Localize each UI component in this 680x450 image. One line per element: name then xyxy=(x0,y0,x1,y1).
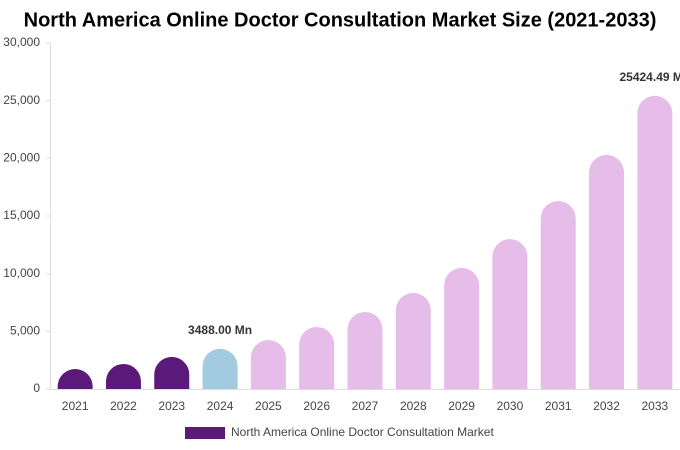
x-tick-label: 2028 xyxy=(400,399,427,413)
bar xyxy=(395,292,431,389)
value-label: 25424.49 Mn xyxy=(619,70,680,84)
y-tick-label: 0 xyxy=(33,381,40,395)
value-label: 3488.00 Mn xyxy=(188,323,252,337)
x-tick-label: 2029 xyxy=(448,399,475,413)
x-tick-label: 2023 xyxy=(158,399,185,413)
legend-swatch xyxy=(185,427,225,439)
bar xyxy=(154,356,190,389)
y-tick-label: 25,000 xyxy=(3,93,40,107)
y-tick-label: 20,000 xyxy=(3,151,40,165)
x-tick-label: 2026 xyxy=(303,399,330,413)
bar xyxy=(250,339,286,389)
y-tick-label: 15,000 xyxy=(3,208,40,222)
x-tick-label: 2033 xyxy=(641,399,668,413)
x-tick-label: 2027 xyxy=(352,399,379,413)
y-tick-label: 5,000 xyxy=(10,324,40,338)
y-tick-label: 10,000 xyxy=(3,266,40,280)
bar xyxy=(589,154,625,389)
x-tick-label: 2022 xyxy=(110,399,137,413)
bar xyxy=(202,348,238,389)
x-tick-label: 2024 xyxy=(207,399,234,413)
bar xyxy=(347,311,383,389)
x-tick-label: 2021 xyxy=(62,399,89,413)
bar xyxy=(57,369,93,389)
bar xyxy=(637,95,673,390)
y-tick-label: 30,000 xyxy=(3,35,40,49)
bar xyxy=(299,326,335,389)
bar xyxy=(444,267,480,389)
x-tick-label: 2031 xyxy=(545,399,572,413)
bar xyxy=(105,363,141,389)
x-tick-label: 2032 xyxy=(593,399,620,413)
chart-title: North America Online Doctor Consultation… xyxy=(24,9,657,31)
x-tick-label: 2025 xyxy=(255,399,282,413)
x-tick-label: 2030 xyxy=(497,399,524,413)
legend-label: North America Online Doctor Consultation… xyxy=(231,425,494,439)
bar xyxy=(540,201,576,389)
bar xyxy=(492,239,528,389)
